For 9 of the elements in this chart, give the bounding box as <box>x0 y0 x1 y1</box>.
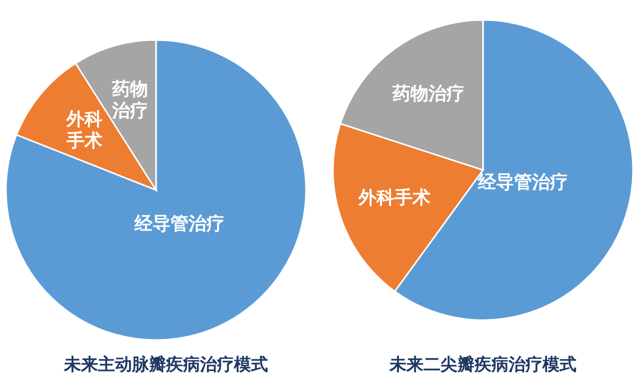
slice-label: 经导管治疗 <box>134 214 225 235</box>
text: 未来主动脉瓣疾病治疗模式 <box>63 355 268 375</box>
text: 未来二尖瓣疾病治疗模式 <box>388 355 576 375</box>
slice-label: 外科手术 <box>65 108 102 152</box>
slice-label: 药物治疗 <box>111 78 148 122</box>
slice-label: 经导管治疗 <box>476 172 568 193</box>
slice-label: 外科手术 <box>358 188 431 209</box>
pie-slice <box>5 39 307 341</box>
slice-label: 药物治疗 <box>391 84 464 105</box>
